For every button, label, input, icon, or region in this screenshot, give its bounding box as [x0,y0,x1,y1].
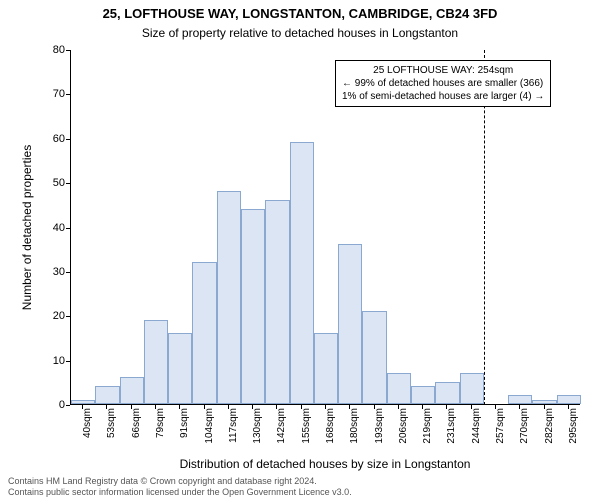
xtick-label: 40sqm [82,408,93,458]
xtick-label: 53sqm [106,408,117,458]
xtick-label: 244sqm [471,408,482,458]
histogram-bar [338,244,362,404]
histogram-bar [71,400,95,404]
footer-attribution: Contains HM Land Registry data © Crown c… [8,476,352,498]
annotation-line2: ← 99% of detached houses are smaller (36… [342,77,544,90]
xtick-label: 142sqm [276,408,287,458]
histogram-bar [265,200,289,404]
histogram-bar [557,395,581,404]
ytick-mark [66,183,70,184]
ytick-mark [66,139,70,140]
histogram-bar [95,386,119,404]
ytick-mark [66,272,70,273]
histogram-bar [411,386,435,404]
xtick-label: 257sqm [495,408,506,458]
annotation-line3: 1% of semi-detached houses are larger (4… [342,90,544,103]
ytick-label: 80 [35,44,65,56]
histogram-bar [290,142,314,404]
ytick-mark [66,405,70,406]
xtick-label: 91sqm [179,408,190,458]
xtick-label: 79sqm [155,408,166,458]
annotation-box: 25 LOFTHOUSE WAY: 254sqm ← 99% of detach… [335,60,551,107]
xtick-label: 130sqm [252,408,263,458]
histogram-bar [217,191,241,404]
ytick-label: 40 [35,222,65,234]
xtick-label: 219sqm [422,408,433,458]
ytick-label: 0 [35,399,65,411]
ytick-label: 70 [35,88,65,100]
xtick-label: 180sqm [349,408,360,458]
annotation-line1: 25 LOFTHOUSE WAY: 254sqm [342,64,544,77]
xtick-label: 117sqm [228,408,239,458]
xtick-label: 295sqm [568,408,579,458]
histogram-bar [120,377,144,404]
ytick-label: 20 [35,310,65,322]
xtick-label: 66sqm [131,408,142,458]
ytick-mark [66,50,70,51]
footer-line2: Contains public sector information licen… [8,487,352,498]
xtick-label: 231sqm [446,408,457,458]
x-axis-label: Distribution of detached houses by size … [70,457,580,471]
histogram-bar [314,333,338,404]
xtick-label: 270sqm [519,408,530,458]
ytick-mark [66,94,70,95]
ytick-label: 50 [35,177,65,189]
histogram-bar [241,209,265,404]
xtick-label: 282sqm [544,408,555,458]
ytick-label: 30 [35,266,65,278]
xtick-label: 104sqm [204,408,215,458]
footer-line1: Contains HM Land Registry data © Crown c… [8,476,352,487]
ytick-mark [66,361,70,362]
xtick-label: 155sqm [301,408,312,458]
histogram-bar [460,373,484,404]
ytick-mark [66,316,70,317]
histogram-bar [532,400,556,404]
y-axis-label: Number of detached properties [20,50,34,405]
histogram-bar [362,311,386,404]
chart-title-sub: Size of property relative to detached ho… [0,26,600,40]
xtick-label: 206sqm [398,408,409,458]
histogram-bar [192,262,216,404]
xtick-label: 193sqm [374,408,385,458]
histogram-bar [508,395,532,404]
histogram-bar [144,320,168,404]
chart-title-main: 25, LOFTHOUSE WAY, LONGSTANTON, CAMBRIDG… [0,6,600,21]
xtick-label: 168sqm [325,408,336,458]
ytick-mark [66,228,70,229]
ytick-label: 10 [35,355,65,367]
histogram-bar [168,333,192,404]
histogram-bar [435,382,459,404]
histogram-bar [387,373,411,404]
ytick-label: 60 [35,133,65,145]
